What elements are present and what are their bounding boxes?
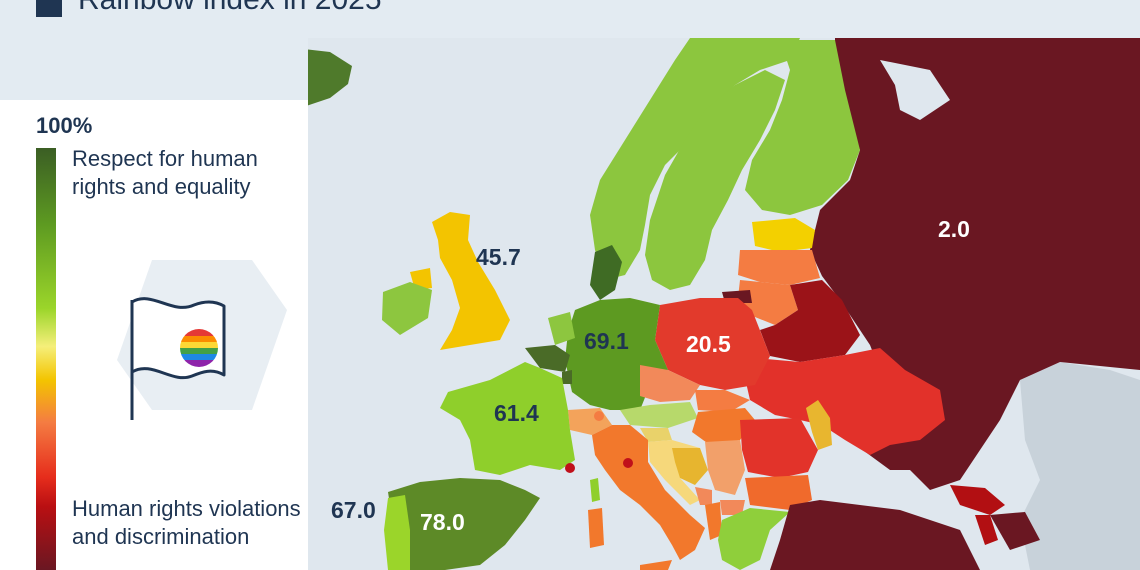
region-corsica bbox=[590, 478, 600, 502]
map-label-russia: 2.0 bbox=[938, 216, 970, 242]
country-bosnia bbox=[672, 448, 708, 485]
country-montenegro bbox=[695, 487, 712, 505]
country-denmark bbox=[590, 245, 622, 300]
country-armenia bbox=[975, 515, 998, 545]
country-bulgaria bbox=[745, 475, 812, 510]
map-label-spain: 78.0 bbox=[420, 509, 465, 535]
map-label-germany: 69.1 bbox=[584, 328, 629, 354]
region-caucasus-east bbox=[1020, 362, 1140, 570]
country-turkey bbox=[770, 500, 980, 570]
country-romania bbox=[740, 418, 818, 478]
map-svg bbox=[308, 38, 1140, 570]
country-finland bbox=[745, 40, 860, 215]
country-sweden bbox=[645, 70, 785, 290]
country-georgia bbox=[950, 485, 1005, 515]
country-norway bbox=[590, 38, 800, 280]
country-san-marino bbox=[623, 458, 633, 468]
country-monaco bbox=[565, 463, 575, 473]
legend-color-scale bbox=[36, 148, 56, 570]
country-spain bbox=[388, 478, 540, 570]
country-azerbaijan bbox=[990, 512, 1040, 550]
legend-bottom-label: Human rights violations and discriminati… bbox=[72, 496, 301, 549]
country-albania bbox=[705, 502, 722, 540]
page-title: Rainbow index in 2025 bbox=[78, 0, 382, 17]
country-iceland bbox=[308, 49, 352, 106]
title-marker bbox=[36, 0, 62, 17]
country-italy bbox=[592, 425, 705, 560]
country-poland bbox=[655, 298, 770, 390]
country-czechia bbox=[640, 365, 700, 402]
country-netherlands bbox=[548, 312, 575, 345]
country-liechtenstein bbox=[594, 411, 604, 421]
country-luxembourg bbox=[562, 370, 572, 384]
rainbow-flag-icon bbox=[112, 250, 292, 435]
region-sardinia bbox=[588, 508, 604, 548]
map-label-portugal: 67.0 bbox=[331, 497, 376, 523]
country-moldova bbox=[806, 400, 832, 450]
country-ukraine bbox=[745, 348, 945, 455]
country-slovenia bbox=[640, 428, 672, 442]
legend-max-label: 100% bbox=[36, 113, 93, 138]
country-ireland bbox=[382, 282, 432, 335]
region-sicily bbox=[640, 560, 672, 570]
country-belarus bbox=[760, 280, 860, 362]
map-label-uk: 45.7 bbox=[476, 244, 521, 270]
country-france bbox=[440, 362, 575, 475]
country-greece bbox=[718, 508, 790, 570]
country-hungary bbox=[692, 408, 755, 445]
country-estonia bbox=[752, 218, 815, 252]
country-belgium bbox=[525, 345, 570, 372]
country-portugal bbox=[384, 495, 410, 570]
white-sea bbox=[880, 60, 950, 120]
europe-map bbox=[308, 38, 1140, 570]
country-north-macedonia bbox=[720, 500, 745, 515]
country-serbia bbox=[705, 440, 745, 495]
country-latvia bbox=[738, 250, 820, 285]
country-uk bbox=[432, 212, 510, 350]
map-label-france: 61.4 bbox=[494, 400, 539, 426]
map-label-poland: 20.5 bbox=[686, 331, 731, 357]
legend-top-label: Respect for human rights and equality bbox=[72, 146, 258, 199]
country-slovakia bbox=[695, 390, 750, 412]
country-austria bbox=[620, 402, 698, 428]
